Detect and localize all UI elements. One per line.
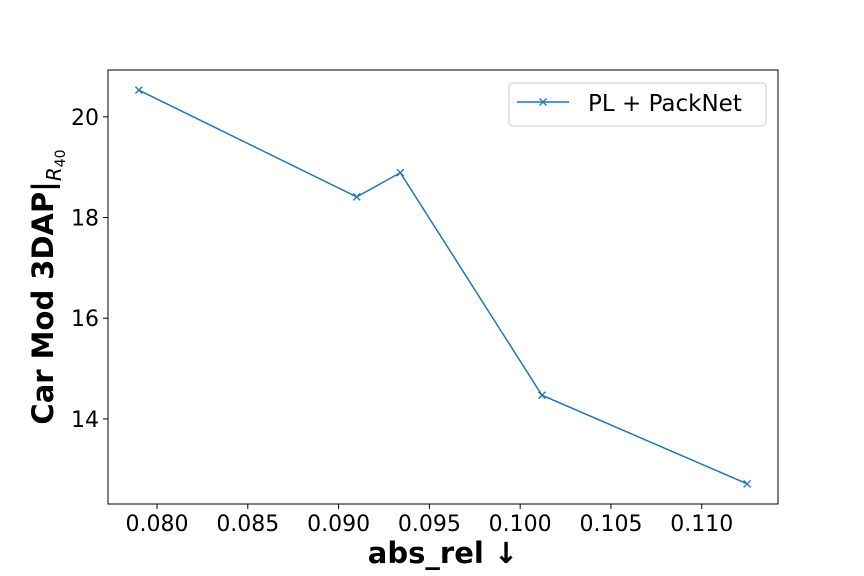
y-tick-label: 16 xyxy=(71,307,99,332)
x-tick-label: 0.095 xyxy=(398,512,461,537)
series-layer xyxy=(134,86,752,488)
plot-frame xyxy=(107,69,779,505)
data-point-marker xyxy=(537,391,546,400)
legend: PL + PackNet xyxy=(508,82,767,127)
legend-box xyxy=(508,82,767,127)
data-point-marker xyxy=(396,168,405,177)
y-tick-label: 18 xyxy=(71,207,99,232)
y-axis-label-subscript: R xyxy=(42,167,66,181)
y-axis-label-main: Car Mod 3DAP| xyxy=(26,181,60,424)
x-tick-label: 0.090 xyxy=(307,512,370,537)
x-tick-label: 0.105 xyxy=(579,512,642,537)
legend-label: PL + PackNet xyxy=(588,91,742,117)
ticks-layer: 0.080 0.085 0.090 0.095 0.100 0.105 0.110 14 16 1… xyxy=(71,106,733,537)
data-point-marker xyxy=(352,192,361,201)
data-point-marker xyxy=(743,479,752,488)
x-tick-label: 0.085 xyxy=(216,512,279,537)
legend-marker-x xyxy=(539,98,547,106)
data-point-marker xyxy=(134,86,143,95)
y-axis-label-subscript-index: 40 xyxy=(53,149,69,167)
y-tick-label: 20 xyxy=(71,106,99,131)
x-axis-label: abs_rel ↓ xyxy=(368,536,518,570)
y-tick-label: 14 xyxy=(71,408,99,433)
y-axis-label: Car Mod 3DAP|R40 xyxy=(26,149,69,424)
x-tick-label: 0.100 xyxy=(489,512,552,537)
x-tick-label: 0.110 xyxy=(670,512,733,537)
x-tick-label: 0.080 xyxy=(126,512,189,537)
